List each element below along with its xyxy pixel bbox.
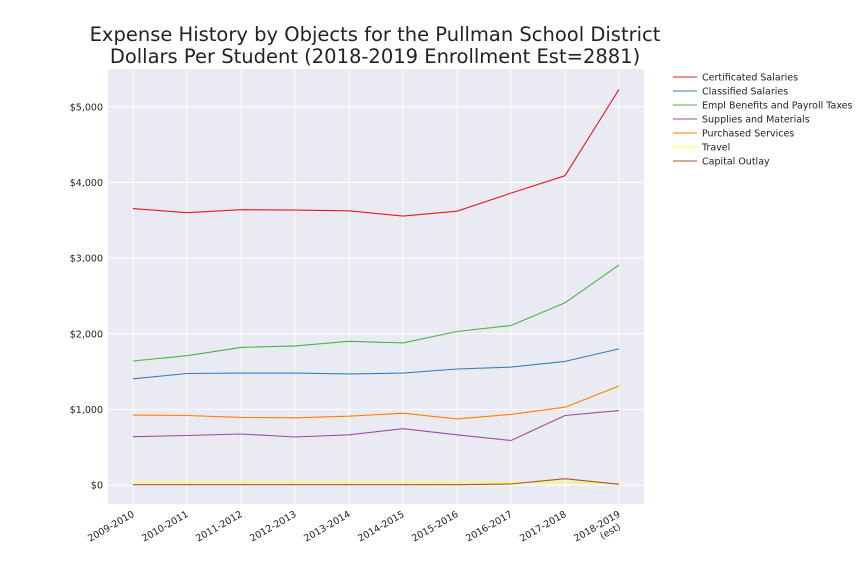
x-tick-label: 2010-2011 <box>140 509 190 544</box>
legend: Certificated Salaries Classified Salaries… <box>673 72 853 167</box>
y-tick-label: $4,000 <box>70 178 103 189</box>
series-line-supplies-and-materials <box>132 410 620 442</box>
y-tick-label: $0 <box>91 481 103 492</box>
series-line-travel <box>133 481 620 485</box>
series-line-purchased-services <box>132 385 620 420</box>
x-tick-label: 2011-2012 <box>194 509 244 544</box>
y-tick-label: $5,000 <box>70 102 103 113</box>
y-gridlines <box>108 106 644 486</box>
chart-title: Expense History by Objects for the Pullm… <box>90 23 661 46</box>
series-lines <box>132 89 620 486</box>
x-tick-label: 2017-2018 <box>518 509 568 544</box>
legend-label-capital-outlay: Capital Outlay <box>702 156 770 167</box>
legend-label-travel: Travel <box>701 142 730 153</box>
legend-label-empl-benefits-and-payroll-taxes: Empl Benefits and Payroll Taxes <box>702 100 853 111</box>
legend-label-purchased-services: Purchased Services <box>702 128 794 139</box>
y-axis-tick-labels: $0 $1,000 $2,000 $3,000 $4,000 $5,000 <box>70 102 103 491</box>
x-tick-label: 2012-2013 <box>248 509 298 544</box>
series-line-classified-salaries <box>132 348 620 380</box>
y-tick-label: $2,000 <box>70 329 103 340</box>
x-tick-label: 2018-2019(est) <box>572 509 628 554</box>
legend-label-supplies-and-materials: Supplies and Materials <box>702 114 810 125</box>
legend-label-certificated-salaries: Certificated Salaries <box>702 72 798 83</box>
series-line-capital-outlay <box>133 478 620 486</box>
x-gridlines <box>132 69 620 504</box>
series-line-empl-benefits-and-payroll-taxes <box>132 264 620 362</box>
x-tick-label: 2009-2010 <box>86 509 136 544</box>
x-tick-label: 2014-2015 <box>356 509 406 544</box>
x-tick-label: 2016-2017 <box>464 509 514 544</box>
x-tick-label: 2013-2014 <box>302 509 352 544</box>
legend-label-classified-salaries: Classified Salaries <box>702 86 788 97</box>
series-line-certificated-salaries <box>132 89 620 217</box>
x-axis-tick-labels: 2009-2010 2010-2011 2011-2012 2012-2013 2013… <box>86 509 628 554</box>
plot-area <box>108 69 644 504</box>
x-tick-label: 2015-2016 <box>410 509 460 544</box>
y-tick-label: $3,000 <box>70 254 103 265</box>
y-tick-label: $1,000 <box>70 405 103 416</box>
chart-subtitle: Dollars Per Student (2018-2019 Enrollmen… <box>110 45 640 68</box>
